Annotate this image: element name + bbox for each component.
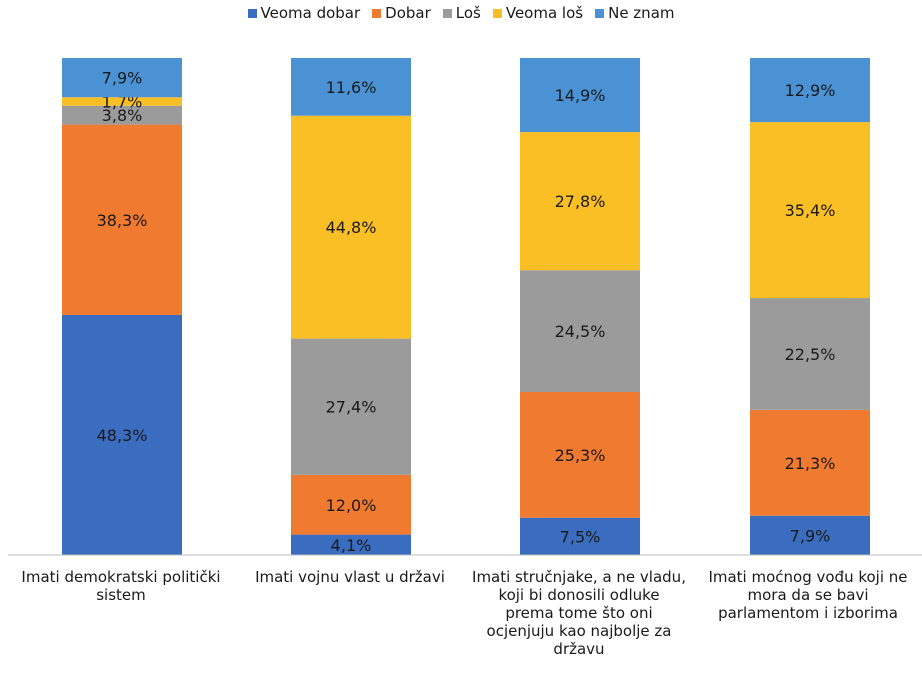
legend-swatch-dobar [372,8,382,18]
bar-segment-los-1 [291,338,411,475]
data-label-veoma-dobar-1: 4,1% [331,536,372,555]
data-label-los-0: 3,8% [102,106,143,125]
data-label-veoma-los-1: 44,8% [326,218,377,237]
bar-segment-veoma-los-1 [291,115,411,339]
bar-segment-veoma-los-0 [62,97,182,106]
chart-legend: Veoma dobar Dobar Loš Veoma loš Ne znam [0,4,922,22]
data-label-ne-znam-2: 14,9% [555,86,606,105]
legend-label-veoma-los: Veoma loš [505,4,584,22]
data-label-dobar-3: 21,3% [785,454,836,473]
legend-label-veoma-dobar: Veoma dobar [260,4,361,22]
data-label-veoma-los-3: 35,4% [785,201,836,220]
legend-item-ne-znam: Ne znam [595,4,675,22]
category-label-strucnjaci: Imati stručnjake, a ne vladu, koji bi do… [472,568,686,658]
legend-item-dobar: Dobar [372,4,431,22]
data-label-veoma-dobar-0: 48,3% [97,426,148,445]
category-label-demokratski-sistem: Imati demokratski politički sistem [21,568,221,604]
legend-swatch-veoma-los [492,8,502,18]
bar-segment-los-0 [62,105,182,125]
legend-label-ne-znam: Ne znam [608,4,675,22]
legend-item-los: Loš [442,4,481,22]
data-label-los-3: 22,5% [785,345,836,364]
bar-segment-dobar-1 [291,474,411,535]
bar-segment-ne-znam-2 [520,58,640,133]
data-label-dobar-2: 25,3% [555,446,606,465]
data-label-ne-znam-1: 11,6% [326,78,377,97]
legend-item-veoma-dobar: Veoma dobar [247,4,361,22]
data-label-veoma-dobar-3: 7,9% [790,526,831,545]
bar-segment-los-2 [520,270,640,392]
bar-segment-dobar-3 [750,409,870,516]
data-label-los-2: 24,5% [555,322,606,341]
data-label-veoma-los-2: 27,8% [555,192,606,211]
legend-swatch-veoma-dobar [247,8,257,18]
bar-segment-veoma-dobar-1 [291,534,411,555]
data-label-dobar-1: 12,0% [326,496,377,515]
bar-segment-veoma-los-2 [520,132,640,271]
legend-swatch-ne-znam [595,8,605,18]
data-label-los-1: 27,4% [326,398,377,417]
bar-segment-los-3 [750,298,870,410]
bar-segment-ne-znam-1 [291,58,411,116]
bar-segment-veoma-los-3 [750,122,870,299]
bar-segment-ne-znam-3 [750,58,870,123]
data-label-veoma-dobar-2: 7,5% [560,527,601,546]
data-label-dobar-0: 38,3% [97,211,148,230]
data-label-ne-znam-3: 12,9% [785,81,836,100]
bar-segment-ne-znam-0 [62,58,182,98]
legend-label-dobar: Dobar [385,4,431,22]
bar-segment-veoma-dobar-0 [62,314,182,555]
legend-item-veoma-los: Veoma loš [492,4,584,22]
data-label-ne-znam-0: 7,9% [102,69,143,88]
category-label-mocni-vodja: Imati moćnog vođu koji ne mora da se bav… [708,568,908,622]
bar-segment-veoma-dobar-2 [520,517,640,555]
bar-segment-dobar-2 [520,391,640,518]
category-label-vojna-vlast: Imati vojnu vlast u državi [255,568,445,586]
legend-label-los: Loš [455,4,481,22]
bar-segment-veoma-dobar-3 [750,515,870,555]
bar-segment-dobar-0 [62,124,182,315]
bars-layer: 48,3%38,3%3,8%1,7%7,9%4,1%12,0%27,4%44,8… [62,58,870,555]
legend-swatch-los [442,8,452,18]
